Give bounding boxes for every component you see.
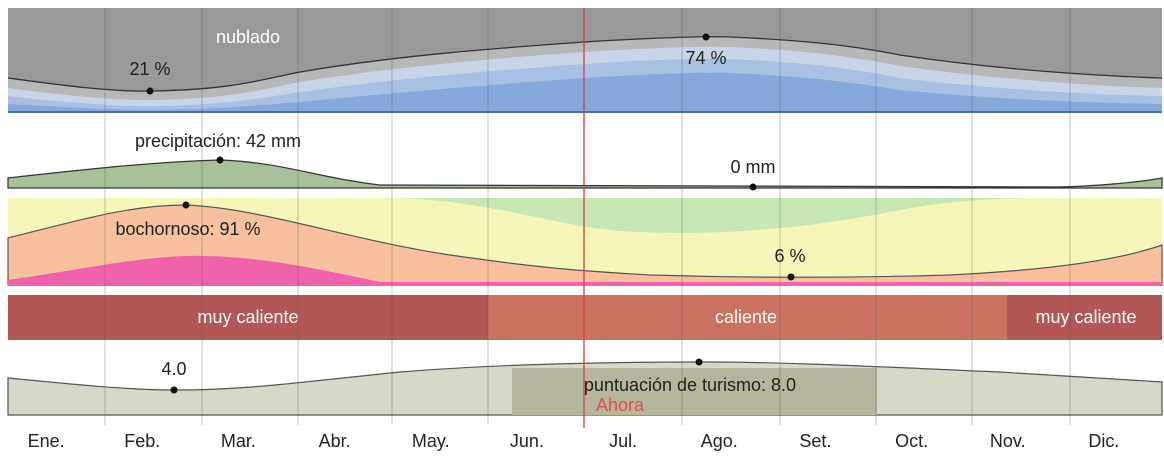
temperature-band (8, 295, 488, 340)
month-label: Jun. (510, 431, 544, 451)
month-label: Dic. (1088, 431, 1119, 451)
month-label: May. (412, 431, 450, 451)
temperature-label: muy caliente (197, 307, 298, 327)
month-grid (104, 8, 1071, 425)
precipitation-high: precipitación: 42 mm (135, 131, 301, 151)
humidity-band (390, 198, 1050, 233)
tourism-best (512, 368, 877, 415)
humidity-low: 6 % (774, 246, 805, 266)
cloud-low: 21 % (129, 59, 170, 79)
tourism-high: puntuación de turismo: 8.0 (584, 375, 796, 395)
month-label: Set. (799, 431, 831, 451)
tourism-low: 4.0 (161, 359, 186, 379)
humidity-high: bochornoso: 91 % (115, 219, 260, 239)
month-labels: Ene. Feb. Mar. Abr. May. Jun. Jul. Ago. Set. Oct.… (28, 431, 1120, 451)
temperature-band (1007, 295, 1162, 340)
temperature-label: caliente (715, 307, 777, 327)
month-label: Mar. (221, 431, 256, 451)
cloud-panel (8, 8, 1162, 113)
month-label: Oct. (895, 431, 928, 451)
month-label: Jul. (609, 431, 637, 451)
humidity-oppressive (8, 255, 1162, 285)
month-label: Abr. (319, 431, 351, 451)
precipitation-low: 0 mm (731, 157, 776, 177)
month-label: Ago. (701, 431, 738, 451)
cloud-title: nublado (216, 27, 280, 47)
temperature-band (488, 295, 1007, 340)
month-label: Feb. (124, 431, 160, 451)
cloud-high: 74 % (685, 48, 726, 68)
precipitation-area (7, 159, 1163, 189)
temperature-label: muy caliente (1035, 307, 1136, 327)
month-label: Nov. (990, 431, 1026, 451)
month-label: Ene. (28, 431, 65, 451)
now-label: Ahora (596, 395, 645, 415)
extreme-points (146, 33, 795, 394)
